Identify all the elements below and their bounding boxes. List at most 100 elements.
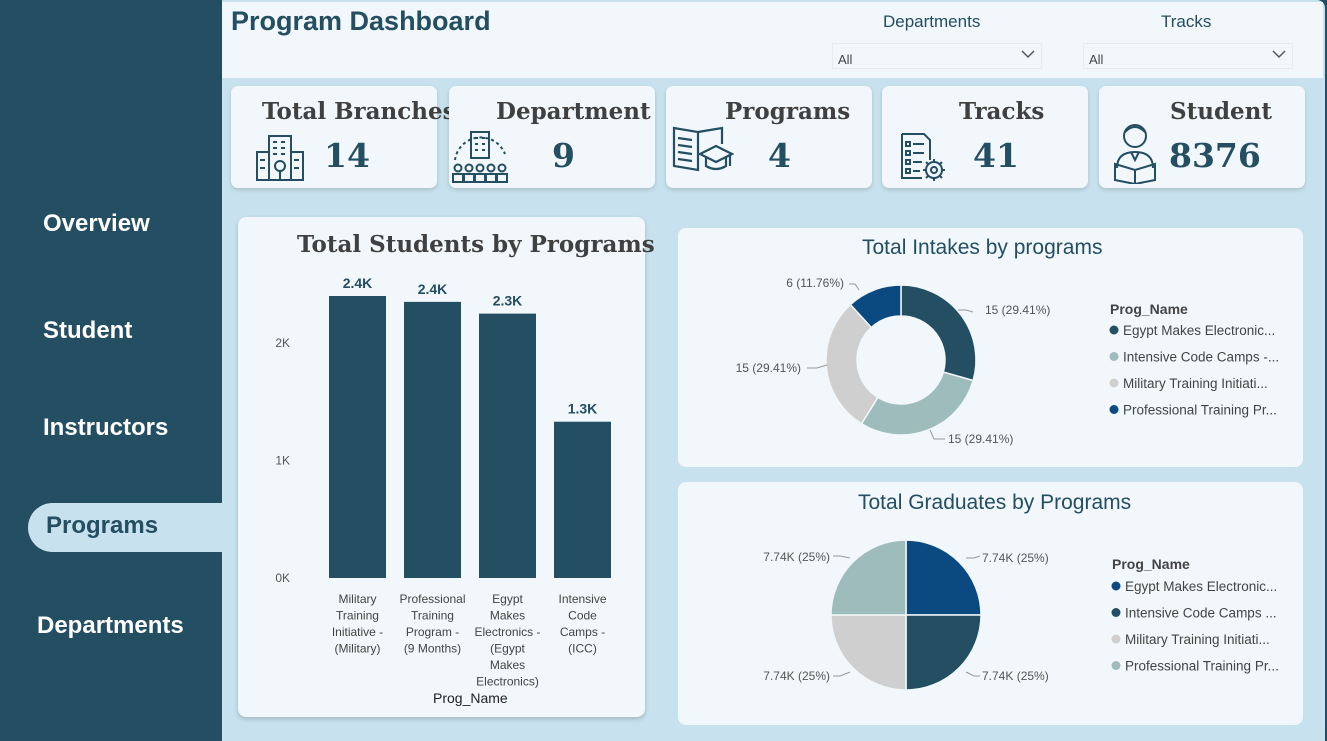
slice-data-label: 7.74K (25%) <box>982 551 1049 565</box>
legend-label: Military Training Initiati... <box>1123 376 1268 391</box>
kpi-value: 41 <box>973 136 1019 175</box>
x-tick-label: Training <box>411 609 454 623</box>
graduates-chart-title: Total Graduates by Programs <box>858 491 1132 514</box>
legend-label: Intensive Code Camps ... <box>1125 606 1277 621</box>
kpi-card-programs: Programs 4 <box>666 86 872 188</box>
x-tick-label: (Egypt <box>490 642 525 656</box>
nav-item-departments[interactable]: Departments <box>37 612 184 639</box>
graduates-pie-svg: 7.74K (25%) 7.74K (25%) 7.74K (25%) 7.74K (… <box>763 539 1279 691</box>
bar <box>329 296 386 578</box>
slice-data-label: 15 (29.41%) <box>736 361 801 375</box>
intakes-donut-svg: 15 (29.41%) 15 (29.41%) 15 (29.41%) 6 (11.7… <box>736 276 1279 446</box>
legend-label: Egypt Makes Electronic... <box>1125 579 1277 594</box>
kpi-title: Total Branches <box>262 98 456 125</box>
kpi-value: 14 <box>324 136 370 175</box>
slice-data-label: 6 (11.76%) <box>786 276 844 290</box>
nav-item-student[interactable]: Student <box>43 317 133 344</box>
kpi-card-student: Student 8376 <box>1099 86 1305 188</box>
pie-slice <box>825 303 879 425</box>
kpi-card-tracks: Tracks 41 <box>882 86 1088 188</box>
departments-dropdown[interactable]: All <box>832 43 1042 69</box>
branches-building-icon <box>256 135 304 181</box>
page-title: Program Dashboard <box>231 6 491 36</box>
legend-label: Professional Training Pr... <box>1123 403 1277 418</box>
chevron-down-icon <box>1272 50 1286 59</box>
legend-label: Military Training Initiati... <box>1125 632 1270 647</box>
leader-line <box>833 671 851 677</box>
legend-marker <box>1111 581 1121 591</box>
x-tick-label: Program - <box>406 625 459 639</box>
x-tick-label: Makes <box>490 658 525 672</box>
slice-data-label: 7.74K (25%) <box>763 669 830 683</box>
x-tick-label: (9 Months) <box>404 642 461 656</box>
bar-data-label: 2.4K <box>418 281 448 297</box>
bar-data-label: 2.4K <box>343 275 373 291</box>
x-tick-label: Code <box>568 609 597 623</box>
departments-dropdown-value: All <box>838 52 853 67</box>
legend-label: Professional Training Pr... <box>1125 659 1279 674</box>
bar <box>554 421 611 578</box>
bar-data-label: 1.3K <box>568 401 598 417</box>
legend-marker <box>1109 352 1119 361</box>
x-tick-label: Camps - <box>560 625 605 639</box>
legend-label: Intensive Code Camps -... <box>1123 350 1279 365</box>
y-tick-label: 0K <box>275 571 290 585</box>
kpi-title: Tracks <box>959 98 1045 125</box>
leader-line <box>958 309 974 313</box>
bar-data-label: 2.3K <box>493 293 523 309</box>
intakes-chart-title: Total Intakes by programs <box>862 236 1103 259</box>
department-building-icon <box>452 131 508 183</box>
pie-slice <box>905 614 982 691</box>
bar-chart-xlabel: Prog_Name <box>433 690 508 706</box>
checklist-gear-icon <box>901 133 945 181</box>
kpi-title: Student <box>1170 98 1273 125</box>
bar-chart-title: Total Students by Programs <box>297 231 655 258</box>
bar-chart-panel: Total Students by Programs 0K 1K 2K 2.4K Mil… <box>238 217 655 717</box>
bar <box>479 313 536 578</box>
pie-slice <box>830 614 907 691</box>
leader-line <box>833 555 851 559</box>
kpi-title: Programs <box>725 98 851 125</box>
slice-data-label: 7.74K (25%) <box>982 669 1049 683</box>
tracks-dropdown[interactable]: All <box>1083 43 1293 69</box>
x-tick-label: Initiative - <box>332 625 383 639</box>
kpi-value: 8376 <box>1169 136 1261 175</box>
kpi-card-department: Department 9 <box>449 86 655 188</box>
leader-line <box>849 283 860 291</box>
kpi-value: 9 <box>552 136 575 175</box>
graduates-legend-title: Prog_Name <box>1112 556 1190 572</box>
x-tick-label: Electronics) <box>476 675 539 689</box>
departments-filter-label: Departments <box>883 12 981 31</box>
x-tick-label: Electronics - <box>474 625 540 639</box>
book-graduation-icon <box>672 126 734 172</box>
x-tick-label: Intensive <box>558 592 606 606</box>
x-tick-label: Egypt <box>492 592 523 606</box>
y-tick-label: 2K <box>275 336 290 350</box>
legend-marker <box>1109 405 1119 414</box>
slice-data-label: 15 (29.41%) <box>948 432 1013 446</box>
pie-slice <box>860 371 975 436</box>
student-reading-icon <box>1114 124 1156 184</box>
legend-marker <box>1109 325 1119 335</box>
nav-item-programs[interactable]: Programs <box>46 512 159 539</box>
slice-data-label: 7.74K (25%) <box>763 550 830 564</box>
x-tick-label: (ICC) <box>568 642 597 656</box>
x-tick-label: Training <box>336 609 379 623</box>
leader-line <box>966 555 981 559</box>
nav-item-overview[interactable]: Overview <box>43 210 150 237</box>
chevron-down-icon <box>1021 50 1035 59</box>
pie-slice <box>849 284 902 329</box>
pie-slice <box>905 539 982 616</box>
intakes-donut-panel: Total Intakes by programs 15 (29.41%) 15 … <box>678 228 1303 467</box>
x-tick-label: (Military) <box>335 642 381 656</box>
pie-slice <box>900 284 977 382</box>
x-tick-label: Makes <box>490 609 525 623</box>
y-tick-label: 1K <box>275 454 290 468</box>
nav-active-highlight <box>28 503 222 552</box>
slice-data-label: 15 (29.41%) <box>985 303 1050 317</box>
intakes-legend-title: Prog_Name <box>1110 301 1188 317</box>
bar-chart-svg: 0K 1K 2K 2.4K Military Training Initiative - (M… <box>275 275 611 689</box>
nav-item-instructors[interactable]: Instructors <box>43 414 169 441</box>
legend-label: Egypt Makes Electronic... <box>1123 323 1275 338</box>
kpi-title: Department <box>496 98 651 125</box>
